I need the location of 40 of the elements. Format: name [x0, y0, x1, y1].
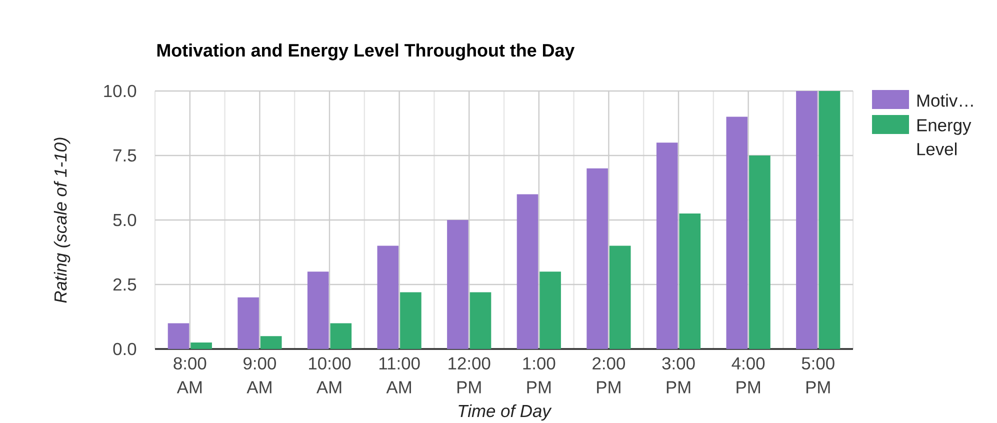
- y-tick-label: 7.5: [113, 149, 136, 162]
- legend-label: Motiv…: [917, 94, 973, 107]
- x-tick-label: 2:00 PM: [592, 357, 625, 394]
- x-tick-label: 11:00 AM: [379, 357, 420, 394]
- bar: [190, 342, 212, 350]
- y-axis-title: Rating (scale of 1-10): [54, 138, 70, 303]
- y-tick-label: 2.5: [113, 278, 136, 291]
- bar: [447, 220, 468, 350]
- y-tick-label: 5.0: [113, 214, 136, 226]
- bar: [586, 168, 608, 350]
- bar: [609, 246, 631, 350]
- y-tick-label: 0.0: [113, 342, 136, 356]
- bar: [679, 214, 701, 350]
- x-tick-label: 10:00 AM: [309, 357, 351, 394]
- bar: [516, 194, 538, 350]
- chart-title: Motivation and Energy Level Throughout the Day: [157, 44, 575, 60]
- x-tick-label: 3:00 PM: [662, 357, 695, 394]
- bar: [307, 272, 329, 350]
- bar: [238, 297, 259, 350]
- bar: [726, 116, 748, 350]
- bar: [749, 156, 770, 350]
- bar: [377, 246, 399, 350]
- legend-label: Energy Level: [917, 119, 972, 156]
- x-tick-label: 1:00 PM: [523, 357, 556, 394]
- bar: [656, 142, 678, 350]
- x-tick-label: 4:00 PM: [732, 357, 765, 394]
- bar: [470, 292, 492, 350]
- x-tick-label: 8:00 AM: [174, 357, 206, 394]
- bar: [330, 323, 352, 350]
- y-tick-label: 10.0: [104, 84, 136, 98]
- x-tick-label: 12:00 PM: [448, 357, 490, 394]
- bar: [168, 323, 190, 350]
- bar: [796, 91, 818, 350]
- x-tick-label: 9:00 AM: [244, 357, 276, 394]
- bar: [818, 91, 840, 350]
- bar: [260, 336, 282, 350]
- bar: [540, 272, 561, 350]
- bar: [400, 292, 422, 350]
- x-axis-title: Time of Day: [458, 404, 552, 421]
- x-tick-label: 5:00 PM: [802, 357, 834, 394]
